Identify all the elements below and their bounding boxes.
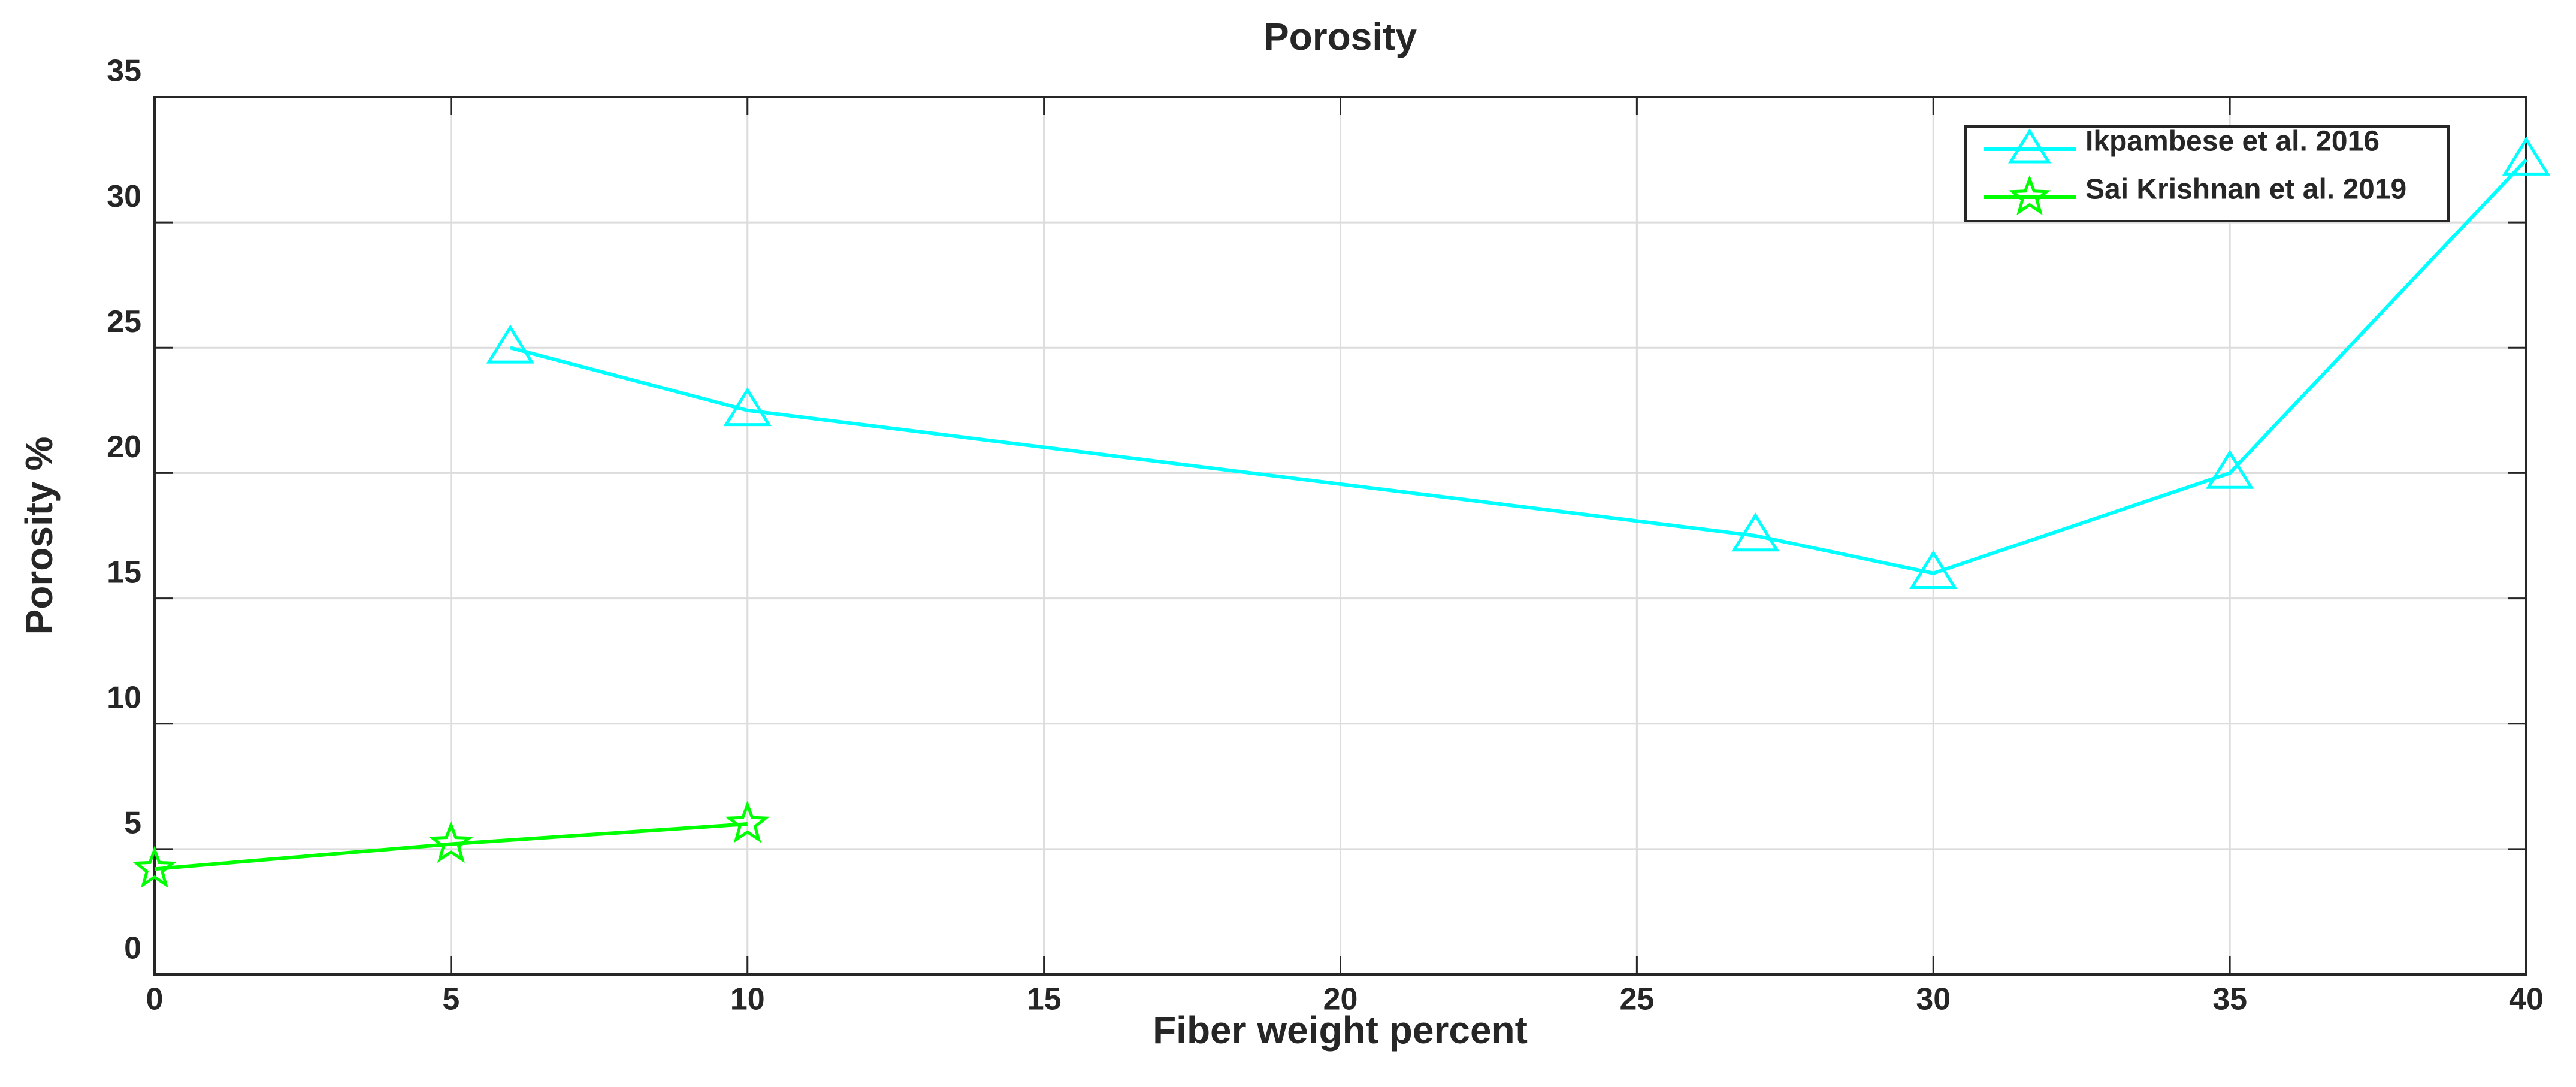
x-axis-label: Fiber weight percent	[1153, 1009, 1528, 1052]
plot-frame	[153, 96, 2527, 976]
x-tick-label: 0	[146, 982, 164, 1017]
legend-marker	[2008, 128, 2051, 164]
y-tick-label: 5	[124, 806, 141, 841]
y-tick-label: 35	[107, 54, 141, 89]
x-tick-label: 40	[2509, 982, 2544, 1017]
x-tick-label: 20	[1323, 982, 1358, 1017]
y-tick-label: 10	[107, 680, 141, 715]
x-tick-label: 35	[2212, 982, 2247, 1017]
data-point	[2502, 136, 2551, 176]
data-point	[2205, 449, 2254, 489]
data-point	[725, 800, 770, 843]
y-tick-label: 30	[107, 179, 141, 214]
legend-label: Sai Krishnan et al. 2019	[2085, 174, 2406, 206]
data-point	[1731, 512, 1780, 552]
data-point	[1909, 549, 1958, 590]
series-line	[510, 158, 2528, 575]
data-point	[723, 387, 772, 427]
data-point	[132, 846, 177, 888]
x-tick-label: 30	[1916, 982, 1951, 1017]
series-line	[154, 822, 748, 871]
data-point	[428, 820, 474, 863]
y-tick-label: 25	[107, 304, 141, 339]
legend: Ikpambese et al. 2016 Sai Krishnan et al.…	[1964, 125, 2450, 222]
y-tick-label: 0	[124, 931, 141, 966]
data-point	[486, 324, 535, 364]
legend-marker	[2008, 174, 2051, 216]
chart-title: Porosity	[1263, 15, 1417, 58]
x-tick-label: 25	[1619, 982, 1654, 1017]
legend-box	[1964, 125, 2450, 222]
y-axis-label: Porosity %	[17, 437, 61, 635]
x-tick-label: 15	[1027, 982, 1062, 1017]
legend-label: Ikpambese et al. 2016	[2085, 126, 2380, 158]
x-tick-label: 5	[442, 982, 459, 1017]
y-tick-label: 20	[107, 430, 141, 464]
x-tick-label: 10	[730, 982, 765, 1017]
y-tick-label: 15	[107, 555, 141, 590]
